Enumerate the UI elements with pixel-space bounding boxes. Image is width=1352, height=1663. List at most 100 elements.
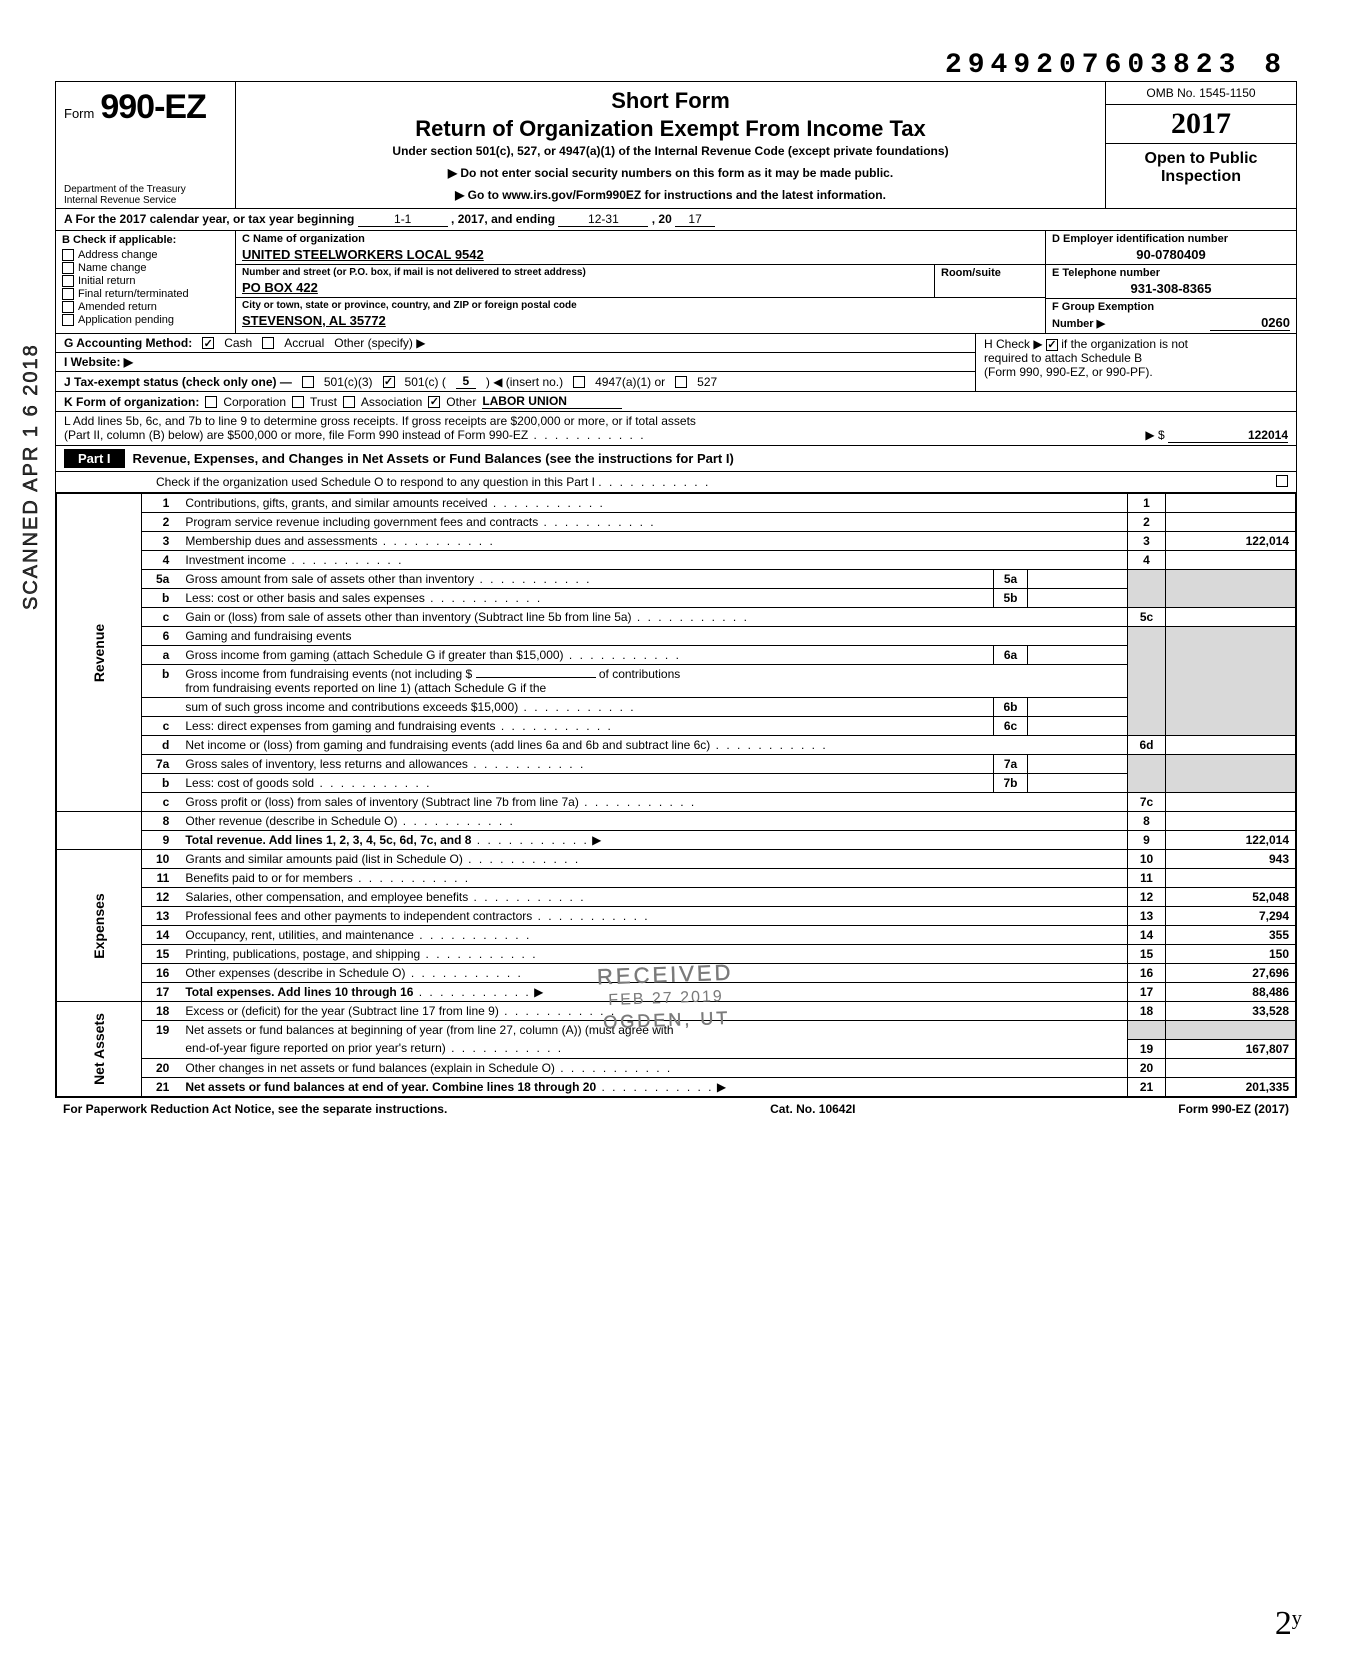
l-gross-receipts[interactable]: 122014 <box>1168 428 1288 443</box>
j-501c-pre: 501(c) ( <box>405 375 446 389</box>
line-21-amt[interactable]: 201,335 <box>1166 1077 1296 1096</box>
checkbox-icon[interactable] <box>62 275 74 287</box>
line-4-amt[interactable] <box>1166 551 1296 570</box>
part1-check-row: Check if the organization used Schedule … <box>56 472 1296 493</box>
ein-value[interactable]: 90-0780409 <box>1052 247 1290 262</box>
line-9-desc: Total revenue. Add lines 1, 2, 3, 4, 5c,… <box>179 831 1127 850</box>
b-opt-final[interactable]: Final return/terminated <box>62 288 229 300</box>
line-7a-amt[interactable] <box>1028 755 1128 774</box>
line-5c-amt[interactable] <box>1166 608 1296 627</box>
amt-shade <box>1166 1021 1296 1040</box>
b-opt-name[interactable]: Name change <box>62 262 229 274</box>
line-6b-desc-bot: sum of such gross income and contributio… <box>179 698 993 717</box>
checkbox-h[interactable]: ✓ <box>1046 339 1058 351</box>
line-17-amt[interactable]: 88,486 <box>1166 983 1296 1002</box>
tax-year-bold: 17 <box>1201 107 1231 140</box>
lineno: c <box>141 608 179 627</box>
b-opt-initial[interactable]: Initial return <box>62 275 229 287</box>
line-7b-desc: Less: cost of goods sold <box>179 774 993 793</box>
lineno: 18 <box>141 1002 179 1021</box>
title-block: Short Form Return of Organization Exempt… <box>236 82 1106 208</box>
lineno: c <box>141 793 179 812</box>
line-14-desc: Occupancy, rent, utilities, and maintena… <box>179 926 1127 945</box>
line-10-amt[interactable]: 943 <box>1166 850 1296 869</box>
line-5b-amt[interactable] <box>1028 589 1128 608</box>
checkbox-corp[interactable] <box>205 396 217 408</box>
line-2-amt[interactable] <box>1166 513 1296 532</box>
j-501c-num[interactable]: 5 <box>456 374 476 389</box>
c-city-label: City or town, state or province, country… <box>242 300 1039 311</box>
checkbox-501c[interactable]: ✓ <box>383 376 395 388</box>
boxno-shade <box>1128 755 1166 793</box>
org-street[interactable]: PO BOX 422 <box>242 280 928 295</box>
line-1-amt[interactable] <box>1166 494 1296 513</box>
line-6d-desc: Net income or (loss) from gaming and fun… <box>179 736 1127 755</box>
line-16-amt[interactable]: 27,696 <box>1166 964 1296 983</box>
group-exemption-value[interactable]: 0260 <box>1210 315 1290 331</box>
line-3-amt[interactable]: 122,014 <box>1166 532 1296 551</box>
k-assoc: Association <box>361 395 422 409</box>
header-row: Form 990-EZ Department of the Treasury I… <box>56 82 1296 209</box>
line-8-amt[interactable] <box>1166 812 1296 831</box>
b-opt-address[interactable]: Address change <box>62 249 229 261</box>
lineno: 11 <box>141 869 179 888</box>
k-other-val[interactable]: LABOR UNION <box>482 394 622 409</box>
checkbox-schedule-o[interactable] <box>1276 475 1288 487</box>
k-corp: Corporation <box>223 395 286 409</box>
checkbox-icon[interactable] <box>62 314 74 326</box>
checkbox-other[interactable]: ✓ <box>428 396 440 408</box>
checkbox-accrual[interactable] <box>262 337 274 349</box>
org-name[interactable]: UNITED STEELWORKERS LOCAL 9542 <box>242 247 1039 262</box>
checkbox-501c3[interactable] <box>302 376 314 388</box>
line-12-amt[interactable]: 52,048 <box>1166 888 1296 907</box>
line-6a-amt[interactable] <box>1028 646 1128 665</box>
checkbox-icon[interactable] <box>62 262 74 274</box>
checkbox-assoc[interactable] <box>343 396 355 408</box>
side-label-expenses: Expenses <box>57 850 142 1002</box>
row-a-begin[interactable]: 1-1 <box>358 212 448 227</box>
line-5a-amt[interactable] <box>1028 570 1128 589</box>
row-a-end[interactable]: 12-31 <box>558 212 648 227</box>
checkbox-527[interactable] <box>675 376 687 388</box>
open-to-public: Open to Public Inspection <box>1106 144 1296 193</box>
h-line2: required to attach Schedule B <box>984 351 1142 365</box>
lineno: 16 <box>141 964 179 983</box>
row-k: K Form of organization: Corporation Trus… <box>56 392 1296 412</box>
boxno: 20 <box>1128 1058 1166 1077</box>
checkbox-icon[interactable] <box>62 288 74 300</box>
line-20-desc: Other changes in net assets or fund bala… <box>179 1058 1127 1077</box>
line-11-amt[interactable] <box>1166 869 1296 888</box>
b-opt-pending[interactable]: Application pending <box>62 314 229 326</box>
checkbox-icon[interactable] <box>62 249 74 261</box>
line-9-amt[interactable]: 122,014 <box>1166 831 1296 850</box>
line-13-amt[interactable]: 7,294 <box>1166 907 1296 926</box>
row-a-yr[interactable]: 17 <box>675 212 715 227</box>
line-7c-amt[interactable] <box>1166 793 1296 812</box>
checkbox-icon[interactable] <box>62 301 74 313</box>
line-6b-amt[interactable] <box>1028 698 1128 717</box>
line-6d-amt[interactable] <box>1166 736 1296 755</box>
form-frame: Form 990-EZ Department of the Treasury I… <box>55 81 1297 1098</box>
tax-year: 2017 <box>1106 105 1296 144</box>
lineno: 9 <box>141 831 179 850</box>
e-label: E Telephone number <box>1052 267 1290 279</box>
org-city[interactable]: STEVENSON, AL 35772 <box>242 313 1039 328</box>
line-7b-amt[interactable] <box>1028 774 1128 793</box>
footer: For Paperwork Reduction Act Notice, see … <box>55 1098 1297 1120</box>
checkbox-cash[interactable]: ✓ <box>202 337 214 349</box>
line-18-amt[interactable]: 33,528 <box>1166 1002 1296 1021</box>
lineno: 13 <box>141 907 179 926</box>
checkbox-4947[interactable] <box>573 376 585 388</box>
b-opt-amended[interactable]: Amended return <box>62 301 229 313</box>
phone-value[interactable]: 931-308-8365 <box>1052 281 1290 296</box>
line-19-amt[interactable]: 167,807 <box>1166 1039 1296 1058</box>
dept-line2: Internal Revenue Service <box>64 195 227 206</box>
line-15-desc: Printing, publications, postage, and shi… <box>179 945 1127 964</box>
omb-number: OMB No. 1545-1150 <box>1106 82 1296 105</box>
line-6c-amt[interactable] <box>1028 717 1128 736</box>
line-15-amt[interactable]: 150 <box>1166 945 1296 964</box>
checkbox-trust[interactable] <box>292 396 304 408</box>
i-website-label: I Website: ▶ <box>64 355 133 369</box>
line-14-amt[interactable]: 355 <box>1166 926 1296 945</box>
line-20-amt[interactable] <box>1166 1058 1296 1077</box>
